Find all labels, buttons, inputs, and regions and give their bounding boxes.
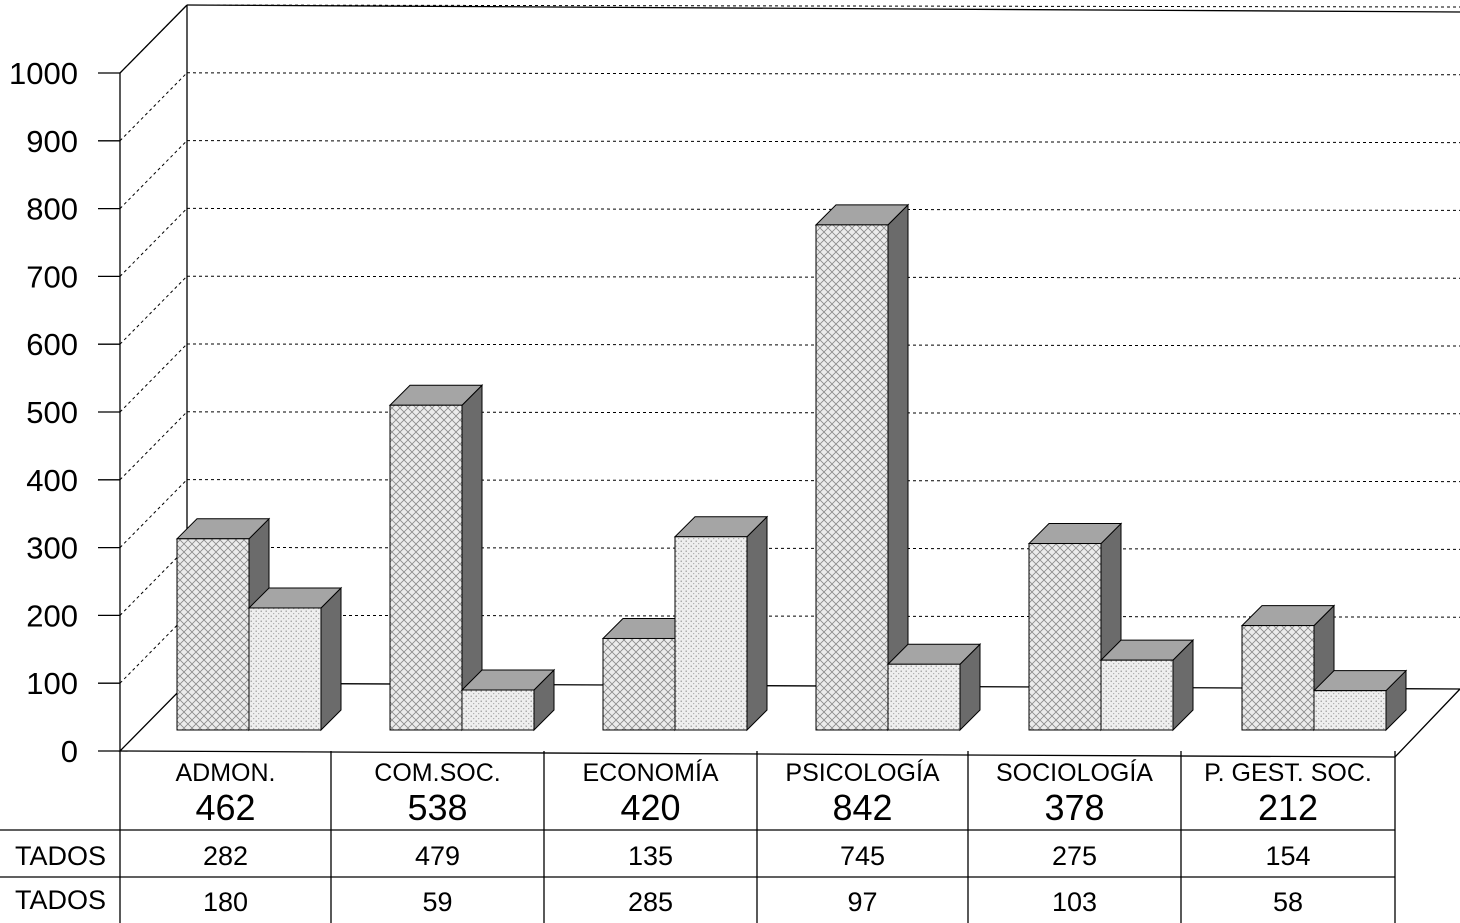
y-tick-label: 400 (26, 463, 78, 498)
y-tick-label: 100 (26, 666, 78, 701)
bar-face (1100, 659, 1174, 731)
category-total: 212 (1258, 787, 1318, 828)
bar-side (320, 586, 342, 732)
bar (247, 586, 343, 732)
category-label: ECONOMÍA (582, 758, 718, 787)
series-2-value: 58 (1273, 887, 1303, 917)
category-label: ADMON. (176, 759, 276, 787)
y-tick-label: 600 (26, 327, 78, 362)
category-total: 842 (832, 787, 892, 828)
back-wall-top (186, 4, 1460, 13)
gridline-diagonal (119, 140, 188, 209)
row-label: TADOS (15, 885, 106, 915)
category-label: PSICOLOGÍA (785, 758, 940, 787)
bar-face (815, 224, 889, 731)
bar-face (389, 404, 463, 731)
series-1-value: 135 (628, 841, 673, 871)
gridline-diagonal (119, 479, 188, 548)
category-total: 420 (620, 787, 680, 828)
gridline-diagonal (119, 72, 188, 142)
y-tick-label: 0 (61, 734, 78, 769)
gridlines (119, 4, 1460, 684)
bar-face (248, 607, 322, 731)
series-2-value: 180 (203, 887, 248, 917)
bar-face (602, 637, 676, 731)
bar-face (1028, 543, 1102, 731)
y-tick-label: 200 (26, 598, 78, 633)
series-1-value: 282 (203, 841, 248, 871)
gridline-diagonal (119, 275, 188, 345)
series-2-value: 285 (628, 887, 673, 917)
category-total: 538 (407, 787, 467, 828)
y-tick-label: 700 (26, 259, 78, 294)
series-1-value: 479 (415, 841, 460, 871)
series-1-value: 275 (1052, 841, 1097, 871)
bar (814, 203, 910, 732)
y-tick-label: 1000 (9, 56, 78, 91)
bar-face (674, 536, 748, 731)
y-tick-label: 500 (26, 395, 78, 430)
category-label: COM.SOC. (374, 759, 500, 787)
bars (175, 203, 1408, 732)
gridline-diagonal (119, 208, 188, 277)
gridline (186, 207, 1460, 211)
bar-face (176, 538, 250, 731)
bar-face (1241, 625, 1315, 731)
gridline (186, 140, 1460, 144)
bar (673, 515, 769, 732)
gridline (186, 72, 1460, 76)
y-tick-label: 900 (26, 124, 78, 159)
gridline-diagonal (119, 343, 188, 413)
bar (460, 668, 556, 732)
bar-face (461, 689, 535, 731)
category-total: 378 (1044, 787, 1104, 828)
bar (1099, 638, 1195, 732)
bar-face (1313, 690, 1387, 731)
bar-face (887, 663, 961, 731)
chart-floor (118, 682, 1460, 758)
gridline-diagonal (119, 411, 188, 481)
series-2-value: 59 (422, 887, 452, 917)
gridline-diagonal (119, 614, 188, 684)
series-1-value: 154 (1265, 841, 1310, 871)
y-tick-label: 800 (26, 192, 78, 227)
data-table: ADMON.462 282 180 COM.SOC.538 479 59 ECONOMÍA4… (0, 751, 1396, 923)
gridline-diagonal (119, 547, 188, 616)
category-label: SOCIOLOGÍA (996, 758, 1153, 787)
gridline-diagonal (119, 4, 188, 74)
gridline (186, 4, 1460, 8)
bar-side (746, 515, 768, 732)
y-tick-label: 300 (26, 531, 78, 566)
bar (1312, 669, 1408, 732)
series-1-value: 745 (840, 841, 885, 871)
row-label: TADOS (15, 841, 106, 871)
category-total: 462 (195, 787, 255, 828)
bar (886, 643, 982, 732)
y-axis-ticks: 0 100 200 300 400 500 600 700 800 900 1000 (9, 56, 120, 769)
series-2-value: 97 (847, 887, 877, 917)
series-2-value: 103 (1052, 887, 1097, 917)
category-label: P. GEST. SOC. (1204, 759, 1372, 787)
bar (388, 384, 484, 732)
